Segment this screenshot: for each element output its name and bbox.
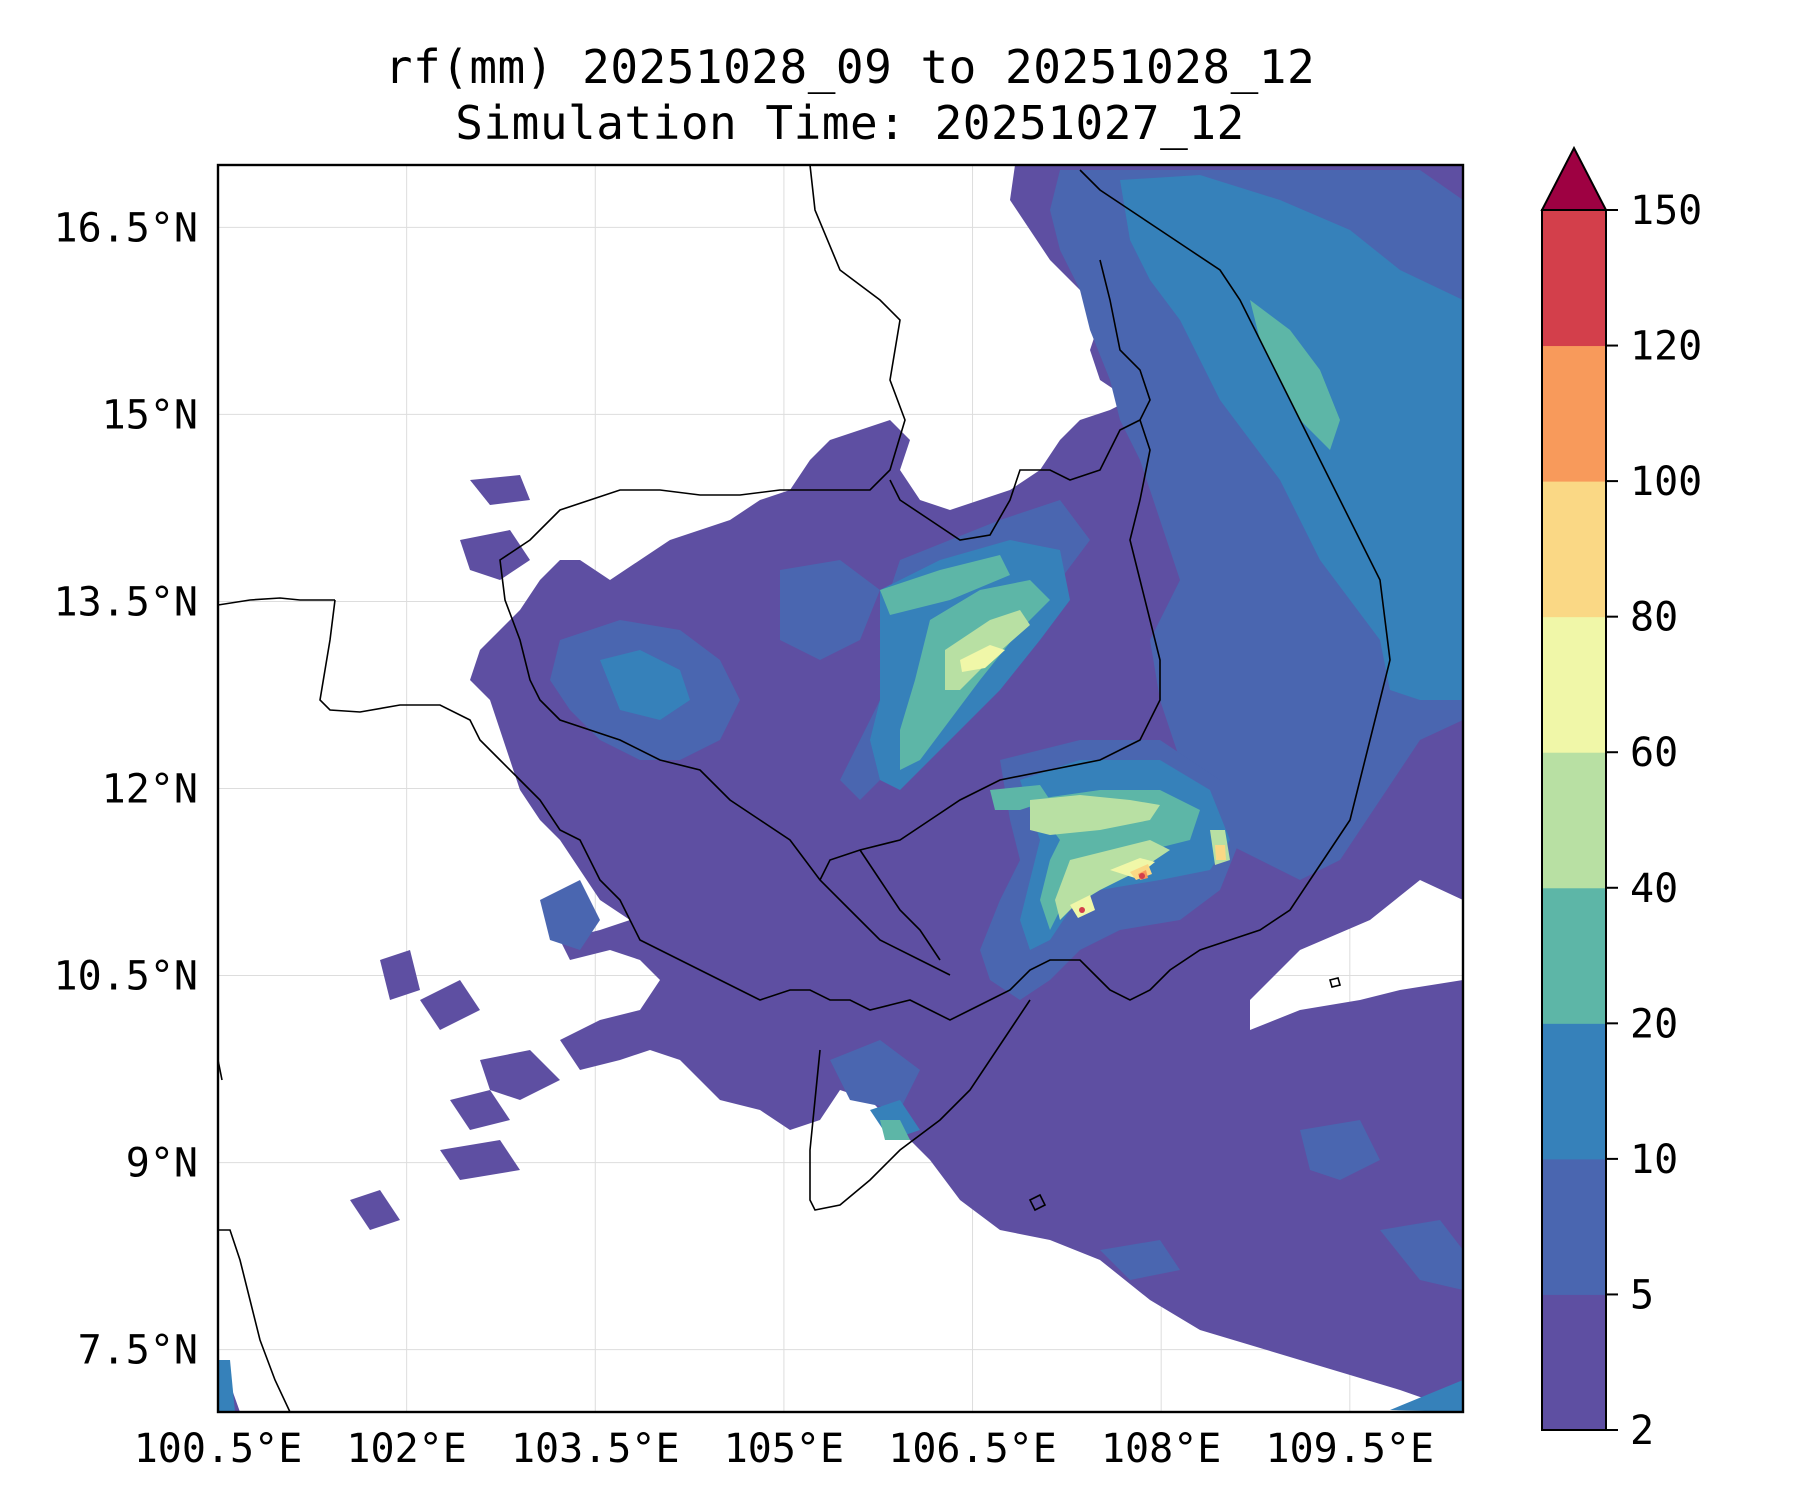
colorbar-tick-label: 2 <box>1630 1408 1654 1454</box>
map-title: rf(mm) 20251028_09 to 20251028_12 <box>384 40 1316 94</box>
rain-level-60-80 <box>960 645 1155 918</box>
lon-tick-label: 109.5°E <box>1266 1426 1435 1472</box>
lon-tick-label: 103.5°E <box>511 1426 680 1472</box>
colorbar-tick-label: 10 <box>1630 1137 1678 1183</box>
colorbar-segment <box>1542 752 1606 889</box>
colorbar-segment <box>1542 481 1606 618</box>
lat-tick-label: 10.5°N <box>54 954 199 1000</box>
colorbar-segment <box>1542 616 1606 753</box>
latitude-axis: 16.5°N 15°N 13.5°N 12°N 10.5°N 9°N 7.5°N <box>54 205 199 1373</box>
longitude-axis: 100.5°E 102°E 103.5°E 105°E 106.5°E 108°E 109.… <box>134 1426 1434 1472</box>
rain-level-120-150 <box>1079 873 1145 913</box>
colorbar-segment <box>1542 345 1606 482</box>
lat-tick-label: 16.5°N <box>54 205 199 251</box>
colorbar-segment <box>1542 887 1606 1024</box>
colorbar-segment <box>1542 1294 1606 1431</box>
colorbar-segment <box>1542 210 1606 347</box>
map-subtitle: Simulation Time: 20251027_12 <box>455 96 1245 150</box>
rainfall-field <box>218 165 1463 1412</box>
map-frame <box>216 163 1465 1414</box>
colorbar-tick-label: 60 <box>1630 730 1678 776</box>
colorbar-tick-label: 150 <box>1630 188 1702 234</box>
colorbar: 2 5 10 20 40 60 80 100 120 150 <box>1540 145 1702 1454</box>
colorbar-frame <box>1541 209 1607 1431</box>
lon-tick-label: 100.5°E <box>134 1426 303 1472</box>
lat-tick-label: 7.5°N <box>78 1328 198 1374</box>
colorbar-segment <box>1542 1158 1606 1295</box>
colorbar-tick-label: 5 <box>1630 1272 1654 1318</box>
lat-tick-label: 13.5°N <box>54 579 199 625</box>
lat-tick-label: 9°N <box>126 1141 198 1187</box>
colorbar-tick-label: 120 <box>1630 324 1702 370</box>
lon-tick-label: 102°E <box>346 1426 466 1472</box>
colorbar-extend-triangle <box>1540 145 1608 211</box>
colorbar-tick-label: 40 <box>1630 866 1678 912</box>
lat-tick-label: 15°N <box>102 392 198 438</box>
colorbar-tick-label: 100 <box>1630 459 1702 505</box>
colorbar-tick-label: 80 <box>1630 595 1678 641</box>
lat-tick-label: 12°N <box>102 767 198 813</box>
lon-tick-label: 105°E <box>724 1426 844 1472</box>
lon-tick-label: 106.5°E <box>888 1426 1057 1472</box>
lon-tick-label: 108°E <box>1101 1426 1221 1472</box>
colorbar-tick-label: 20 <box>1630 1001 1678 1047</box>
colorbar-segment <box>1542 1023 1606 1160</box>
coastlines-borders <box>218 165 1391 1412</box>
